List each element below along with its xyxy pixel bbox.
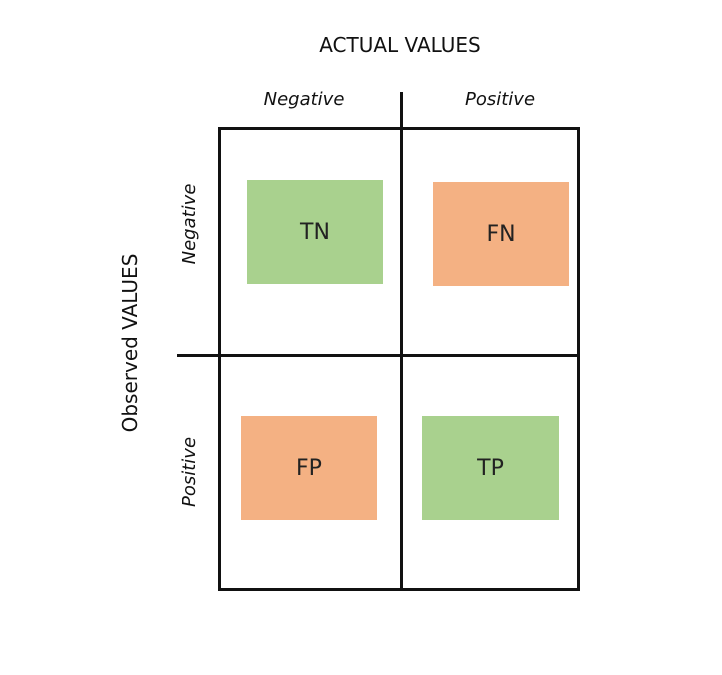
- column-label-positive: Positive: [464, 89, 536, 110]
- actual-values-title: ACTUAL VALUES: [319, 33, 481, 57]
- observed-values-title: Observed VALUES: [118, 253, 142, 433]
- grid-right-border: [577, 127, 580, 591]
- grid-top-border: [218, 127, 580, 130]
- cell-true-negative-label: TN: [300, 219, 330, 245]
- grid-left-border: [218, 127, 221, 591]
- row-label-negative: Negative: [179, 183, 200, 265]
- cell-true-positive: TP: [422, 416, 559, 520]
- cell-true-positive-label: TP: [477, 455, 504, 481]
- cell-false-positive: FP: [241, 416, 377, 520]
- cell-false-negative-label: FN: [486, 221, 516, 247]
- grid-horizontal-divider: [177, 354, 580, 357]
- grid-bottom-border: [218, 588, 580, 591]
- cell-true-negative: TN: [247, 180, 383, 284]
- grid-vertical-divider: [400, 92, 403, 591]
- cell-false-negative: FN: [433, 182, 569, 286]
- row-label-positive: Positive: [179, 436, 200, 508]
- cell-false-positive-label: FP: [296, 455, 322, 481]
- column-label-negative: Negative: [263, 89, 345, 110]
